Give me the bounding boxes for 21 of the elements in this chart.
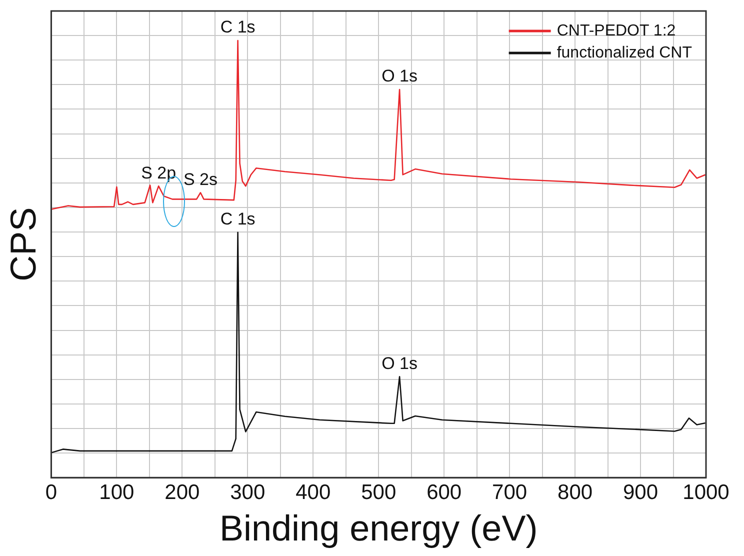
- x-tick-label: 600: [426, 480, 462, 504]
- legend-label: CNT-PEDOT 1:2: [556, 22, 676, 40]
- x-tick-label: 500: [361, 480, 396, 504]
- x-tick-label: 200: [164, 480, 200, 504]
- x-tick-label: 900: [622, 480, 658, 504]
- x-tick-label: 300: [230, 480, 266, 504]
- x-tick-label: 1000: [682, 480, 730, 504]
- x-tick-label: 800: [558, 480, 593, 504]
- annotation: O 1s: [382, 66, 418, 86]
- x-tick-label: 0: [45, 480, 58, 504]
- annotation: O 1s: [382, 354, 418, 373]
- annotation: S 2p: [141, 163, 176, 182]
- x-tick-label: 400: [296, 480, 331, 504]
- x-axis-title: Binding energy (eV): [220, 507, 538, 548]
- annotation: C 1s: [220, 210, 256, 229]
- annotation: C 1s: [220, 18, 256, 37]
- annotation: S 2s: [183, 170, 218, 189]
- x-tick-label: 100: [99, 480, 134, 504]
- legend-label: functionalized CNT: [556, 44, 692, 62]
- y-axis-title: CPS: [2, 207, 44, 282]
- x-tick-label: 700: [492, 480, 528, 504]
